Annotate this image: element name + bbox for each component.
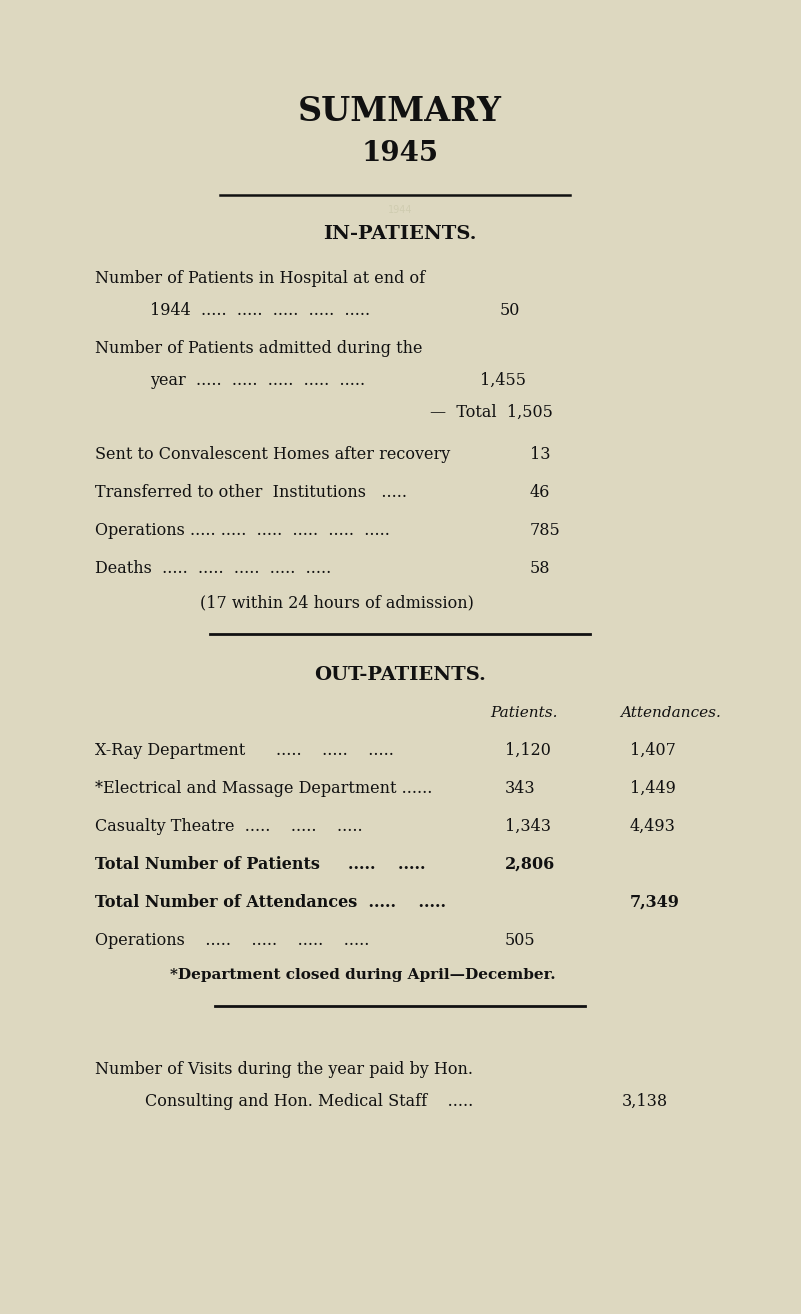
Text: Operations ..... .....  .....  .....  .....  .....: Operations ..... ..... ..... ..... .....… <box>95 522 390 539</box>
Text: *Department closed during April—December.: *Department closed during April—December… <box>170 968 556 982</box>
Text: 50: 50 <box>500 302 521 319</box>
Text: 1,343: 1,343 <box>505 819 551 834</box>
Text: Operations    .....    .....    .....    .....: Operations ..... ..... ..... ..... <box>95 932 369 949</box>
Text: 1,407: 1,407 <box>630 742 676 759</box>
Text: Patients.: Patients. <box>490 706 557 720</box>
Text: IN-PATIENTS.: IN-PATIENTS. <box>324 225 477 243</box>
Text: 1945: 1945 <box>361 141 439 167</box>
Text: 13: 13 <box>530 445 550 463</box>
Text: *Electrical and Massage Department ......: *Electrical and Massage Department .....… <box>95 781 433 798</box>
Text: 785: 785 <box>530 522 561 539</box>
Text: 1944  .....  .....  .....  .....  .....: 1944 ..... ..... ..... ..... ..... <box>150 302 370 319</box>
Text: 505: 505 <box>505 932 536 949</box>
Text: 46: 46 <box>530 484 550 501</box>
Text: X-Ray Department      .....    .....    .....: X-Ray Department ..... ..... ..... <box>95 742 394 759</box>
Text: OUT-PATIENTS.: OUT-PATIENTS. <box>314 666 486 685</box>
Text: Sent to Convalescent Homes after recovery: Sent to Convalescent Homes after recover… <box>95 445 450 463</box>
Text: Number of Visits during the year paid by Hon.: Number of Visits during the year paid by… <box>95 1060 473 1077</box>
Text: Casualty Theatre  .....    .....    .....: Casualty Theatre ..... ..... ..... <box>95 819 363 834</box>
Text: 7,349: 7,349 <box>630 894 680 911</box>
Text: 58: 58 <box>530 560 550 577</box>
Text: 4,493: 4,493 <box>630 819 676 834</box>
Text: 2,806: 2,806 <box>505 855 555 872</box>
Text: Number of Patients admitted during the: Number of Patients admitted during the <box>95 340 422 357</box>
Text: 3,138: 3,138 <box>622 1093 668 1110</box>
Text: 1944: 1944 <box>388 205 413 215</box>
Text: Number of Patients in Hospital at end of: Number of Patients in Hospital at end of <box>95 269 425 286</box>
Text: 1,449: 1,449 <box>630 781 676 798</box>
Text: 343: 343 <box>505 781 536 798</box>
Text: Attendances.: Attendances. <box>620 706 721 720</box>
Text: Total Number of Attendances  .....    .....: Total Number of Attendances ..... ..... <box>95 894 446 911</box>
Text: Deaths  .....  .....  .....  .....  .....: Deaths ..... ..... ..... ..... ..... <box>95 560 332 577</box>
Text: year  .....  .....  .....  .....  .....: year ..... ..... ..... ..... ..... <box>150 372 365 389</box>
Text: 1,120: 1,120 <box>505 742 551 759</box>
Text: —  Total  1,505: — Total 1,505 <box>430 403 553 420</box>
Text: Total Number of Patients     .....    .....: Total Number of Patients ..... ..... <box>95 855 425 872</box>
Text: 1,455: 1,455 <box>480 372 526 389</box>
Text: Transferred to other  Institutions   .....: Transferred to other Institutions ..... <box>95 484 407 501</box>
Text: SUMMARY: SUMMARY <box>298 95 502 127</box>
Text: Consulting and Hon. Medical Staff    .....: Consulting and Hon. Medical Staff ..... <box>145 1093 473 1110</box>
Text: (17 within 24 hours of admission): (17 within 24 hours of admission) <box>200 594 474 611</box>
